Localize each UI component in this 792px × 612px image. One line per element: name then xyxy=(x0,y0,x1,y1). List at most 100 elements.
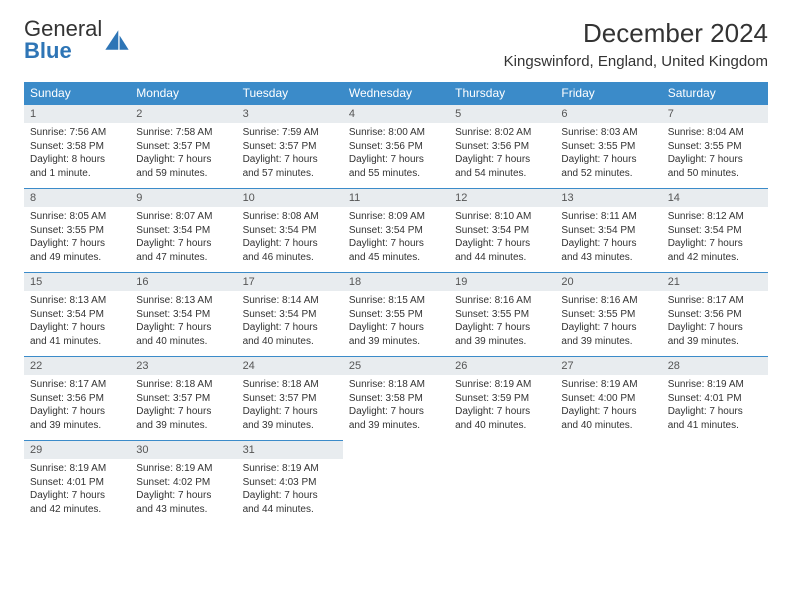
logo-text: General Blue xyxy=(24,18,102,62)
calendar-page: General Blue December 2024 Kingswinford,… xyxy=(0,0,792,542)
location: Kingswinford, England, United Kingdom xyxy=(504,53,768,70)
daylight-text: Daylight: 7 hours and 55 minutes. xyxy=(349,153,443,180)
sunset-text: Sunset: 4:01 PM xyxy=(30,476,124,490)
sunrise-text: Sunrise: 8:18 AM xyxy=(243,378,337,392)
sunrise-text: Sunrise: 8:07 AM xyxy=(136,210,230,224)
day-detail-cell: Sunrise: 8:16 AMSunset: 3:55 PMDaylight:… xyxy=(449,291,555,357)
header: General Blue December 2024 Kingswinford,… xyxy=(24,18,768,70)
daylight-text: Daylight: 7 hours and 43 minutes. xyxy=(561,237,655,264)
day-detail-cell: Sunrise: 8:03 AMSunset: 3:55 PMDaylight:… xyxy=(555,123,661,189)
sunset-text: Sunset: 3:55 PM xyxy=(30,224,124,238)
sunrise-text: Sunrise: 8:18 AM xyxy=(349,378,443,392)
calendar-body: 1234567Sunrise: 7:56 AMSunset: 3:58 PMDa… xyxy=(24,105,768,525)
daylight-text: Daylight: 7 hours and 39 minutes. xyxy=(30,405,124,432)
day-number-cell: 29 xyxy=(24,441,130,460)
day-detail-cell: Sunrise: 8:19 AMSunset: 3:59 PMDaylight:… xyxy=(449,375,555,441)
sunrise-text: Sunrise: 8:19 AM xyxy=(30,462,124,476)
day-number-cell: 1 xyxy=(24,105,130,124)
sunrise-text: Sunrise: 8:02 AM xyxy=(455,126,549,140)
day-number-cell xyxy=(449,441,555,460)
day-detail-row: Sunrise: 8:13 AMSunset: 3:54 PMDaylight:… xyxy=(24,291,768,357)
logo-sail-icon xyxy=(104,29,130,51)
sunset-text: Sunset: 3:58 PM xyxy=(30,140,124,154)
sunrise-text: Sunrise: 8:15 AM xyxy=(349,294,443,308)
day-detail-cell: Sunrise: 8:00 AMSunset: 3:56 PMDaylight:… xyxy=(343,123,449,189)
day-detail-cell xyxy=(343,459,449,524)
day-number-cell: 17 xyxy=(237,273,343,292)
logo: General Blue xyxy=(24,18,130,62)
sunset-text: Sunset: 3:59 PM xyxy=(455,392,549,406)
sunrise-text: Sunrise: 8:12 AM xyxy=(668,210,762,224)
daylight-text: Daylight: 7 hours and 39 minutes. xyxy=(243,405,337,432)
day-number-cell: 5 xyxy=(449,105,555,124)
day-detail-cell: Sunrise: 8:12 AMSunset: 3:54 PMDaylight:… xyxy=(662,207,768,273)
day-number-cell: 4 xyxy=(343,105,449,124)
daylight-text: Daylight: 7 hours and 39 minutes. xyxy=(136,405,230,432)
sunset-text: Sunset: 3:56 PM xyxy=(349,140,443,154)
daylight-text: Daylight: 7 hours and 39 minutes. xyxy=(349,321,443,348)
day-number-row: 15161718192021 xyxy=(24,273,768,292)
daylight-text: Daylight: 7 hours and 40 minutes. xyxy=(136,321,230,348)
daylight-text: Daylight: 7 hours and 43 minutes. xyxy=(136,489,230,516)
day-detail-cell: Sunrise: 8:05 AMSunset: 3:55 PMDaylight:… xyxy=(24,207,130,273)
sunrise-text: Sunrise: 8:16 AM xyxy=(561,294,655,308)
day-header: Thursday xyxy=(449,82,555,105)
day-header: Saturday xyxy=(662,82,768,105)
daylight-text: Daylight: 7 hours and 39 minutes. xyxy=(455,321,549,348)
day-detail-cell: Sunrise: 8:11 AMSunset: 3:54 PMDaylight:… xyxy=(555,207,661,273)
daylight-text: Daylight: 7 hours and 46 minutes. xyxy=(243,237,337,264)
daylight-text: Daylight: 7 hours and 40 minutes. xyxy=(561,405,655,432)
sunset-text: Sunset: 4:02 PM xyxy=(136,476,230,490)
sunset-text: Sunset: 3:54 PM xyxy=(243,224,337,238)
day-detail-cell: Sunrise: 8:13 AMSunset: 3:54 PMDaylight:… xyxy=(130,291,236,357)
sunrise-text: Sunrise: 8:19 AM xyxy=(668,378,762,392)
sunset-text: Sunset: 3:58 PM xyxy=(349,392,443,406)
logo-text-blue: Blue xyxy=(24,38,72,63)
day-number-cell: 22 xyxy=(24,357,130,376)
daylight-text: Daylight: 7 hours and 54 minutes. xyxy=(455,153,549,180)
day-number-cell: 31 xyxy=(237,441,343,460)
day-detail-row: Sunrise: 8:19 AMSunset: 4:01 PMDaylight:… xyxy=(24,459,768,524)
sunrise-text: Sunrise: 7:56 AM xyxy=(30,126,124,140)
sunset-text: Sunset: 4:01 PM xyxy=(668,392,762,406)
daylight-text: Daylight: 7 hours and 59 minutes. xyxy=(136,153,230,180)
daylight-text: Daylight: 7 hours and 39 minutes. xyxy=(668,321,762,348)
daylight-text: Daylight: 7 hours and 49 minutes. xyxy=(30,237,124,264)
daylight-text: Daylight: 7 hours and 42 minutes. xyxy=(668,237,762,264)
sunrise-text: Sunrise: 8:19 AM xyxy=(243,462,337,476)
sunrise-text: Sunrise: 8:18 AM xyxy=(136,378,230,392)
day-number-row: 293031 xyxy=(24,441,768,460)
day-number-cell: 14 xyxy=(662,189,768,208)
sunrise-text: Sunrise: 8:08 AM xyxy=(243,210,337,224)
day-number-cell: 15 xyxy=(24,273,130,292)
day-detail-cell: Sunrise: 8:17 AMSunset: 3:56 PMDaylight:… xyxy=(662,291,768,357)
day-detail-cell xyxy=(449,459,555,524)
daylight-text: Daylight: 7 hours and 42 minutes. xyxy=(30,489,124,516)
sunrise-text: Sunrise: 8:03 AM xyxy=(561,126,655,140)
day-detail-cell: Sunrise: 8:16 AMSunset: 3:55 PMDaylight:… xyxy=(555,291,661,357)
day-number-cell: 13 xyxy=(555,189,661,208)
sunset-text: Sunset: 3:57 PM xyxy=(136,392,230,406)
sunset-text: Sunset: 3:57 PM xyxy=(136,140,230,154)
sunset-text: Sunset: 3:54 PM xyxy=(349,224,443,238)
daylight-text: Daylight: 7 hours and 41 minutes. xyxy=(30,321,124,348)
day-number-cell xyxy=(555,441,661,460)
day-number-cell: 8 xyxy=(24,189,130,208)
day-detail-cell: Sunrise: 8:04 AMSunset: 3:55 PMDaylight:… xyxy=(662,123,768,189)
sunset-text: Sunset: 3:54 PM xyxy=(136,308,230,322)
sunrise-text: Sunrise: 8:16 AM xyxy=(455,294,549,308)
day-header: Monday xyxy=(130,82,236,105)
day-detail-cell xyxy=(555,459,661,524)
day-detail-cell: Sunrise: 8:18 AMSunset: 3:57 PMDaylight:… xyxy=(237,375,343,441)
day-detail-cell: Sunrise: 8:19 AMSunset: 4:01 PMDaylight:… xyxy=(662,375,768,441)
sunset-text: Sunset: 3:55 PM xyxy=(455,308,549,322)
day-number-row: 22232425262728 xyxy=(24,357,768,376)
sunset-text: Sunset: 3:54 PM xyxy=(136,224,230,238)
day-number-cell: 7 xyxy=(662,105,768,124)
sunrise-text: Sunrise: 8:19 AM xyxy=(136,462,230,476)
month-title: December 2024 xyxy=(504,18,768,49)
day-number-cell: 2 xyxy=(130,105,236,124)
day-number-cell: 10 xyxy=(237,189,343,208)
sunset-text: Sunset: 3:56 PM xyxy=(30,392,124,406)
day-detail-cell xyxy=(662,459,768,524)
